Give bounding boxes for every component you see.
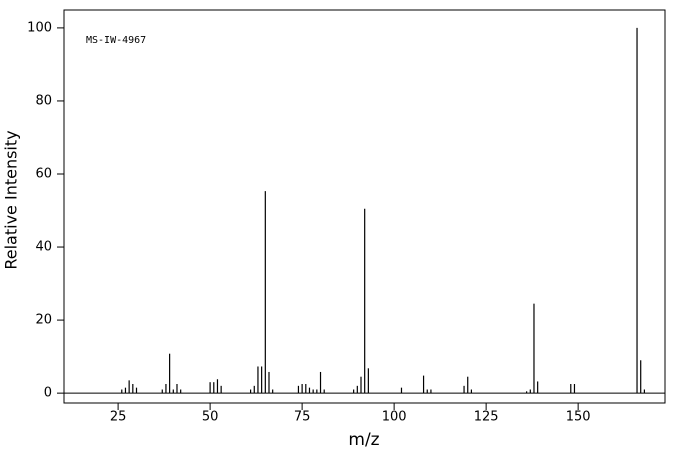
y-tick-label: 100 xyxy=(27,20,52,35)
annotation: MS-IW-4967 xyxy=(86,35,146,46)
plot-frame xyxy=(63,9,666,404)
y-tick-label: 20 xyxy=(35,313,52,328)
x-axis-label: m/z xyxy=(348,430,379,450)
y-axis-label: Relative Intensity xyxy=(2,130,21,269)
x-tick-label: 50 xyxy=(202,410,219,425)
y-tick-label: 40 xyxy=(35,240,52,255)
x-tick-label: 100 xyxy=(382,410,407,425)
y-tick-label: 60 xyxy=(35,166,52,181)
x-tick-label: 150 xyxy=(566,410,591,425)
x-tick-label: 75 xyxy=(294,410,311,425)
y-tick-label: 80 xyxy=(35,93,52,108)
y-tick-label: 0 xyxy=(44,386,52,401)
x-tick-label: 125 xyxy=(474,410,499,425)
x-tick-label: 25 xyxy=(110,410,127,425)
